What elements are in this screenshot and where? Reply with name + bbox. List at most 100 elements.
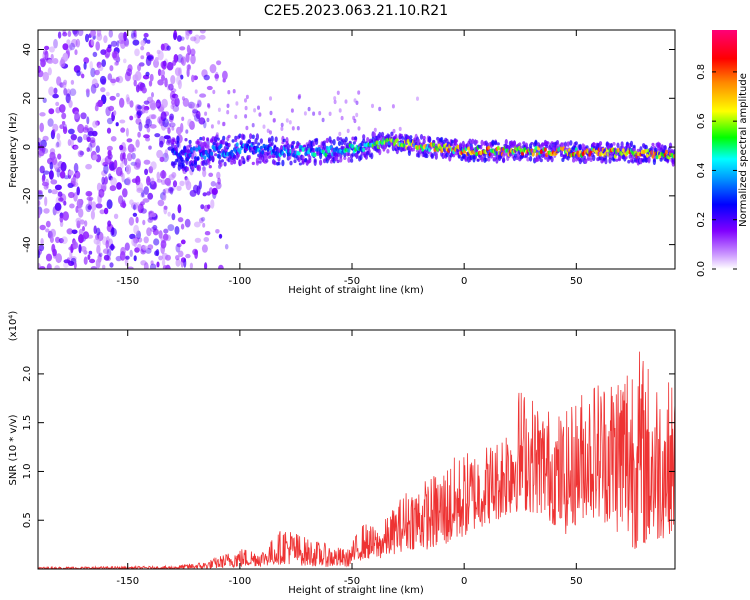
heatmap-cell <box>67 182 74 188</box>
heatmap-cell <box>647 157 651 164</box>
heatmap-cell <box>57 191 63 197</box>
heatmap-cell <box>184 218 191 228</box>
heatmap-cell <box>512 140 517 148</box>
heatmap-cell <box>186 44 191 54</box>
heatmap-cell <box>518 142 522 147</box>
heatmap-cell <box>127 266 134 269</box>
heatmap-cell <box>269 96 272 101</box>
heatmap-cell <box>59 124 65 130</box>
heatmap-cell <box>312 148 316 153</box>
heatmap-cell <box>85 190 93 197</box>
heatmap-cell <box>48 170 54 180</box>
heatmap-cell <box>289 160 293 166</box>
heatmap-cell <box>153 238 160 246</box>
heatmap-cell <box>434 152 438 156</box>
heatmap-cell <box>110 227 117 237</box>
heatmap-cell <box>370 152 374 160</box>
heatmap-cell <box>218 233 223 239</box>
heatmap-cell <box>258 160 262 164</box>
heatmap-cell <box>251 161 255 166</box>
heatmap-cell <box>534 145 538 151</box>
heatmap-cell <box>373 127 377 133</box>
heatmap-cell <box>168 187 174 192</box>
heatmap-cell <box>75 205 79 214</box>
heatmap-cell <box>120 246 126 256</box>
heatmap-cell <box>130 32 137 40</box>
heatmap-cell <box>92 154 98 161</box>
heatmap-cell <box>338 131 342 137</box>
heatmap-cell <box>223 161 227 167</box>
heatmap-cell <box>90 210 95 220</box>
heatmap-cell <box>312 141 316 147</box>
heatmap-cell <box>644 144 648 151</box>
heatmap-cell <box>150 260 154 266</box>
heatmap-cell <box>598 141 603 146</box>
heatmap-cell <box>534 140 538 145</box>
heatmap-cell <box>620 141 624 148</box>
heatmap-cell <box>143 100 150 105</box>
heatmap-cell <box>187 64 191 70</box>
heatmap-cell <box>242 134 246 141</box>
heatmap-cell <box>156 178 163 183</box>
heatmap-cell <box>101 59 106 67</box>
heatmap-cell <box>224 243 229 250</box>
heatmap-cell <box>86 116 90 125</box>
snr-y-axis: 0.5 1.0 1.5 2.0 <box>22 366 675 528</box>
heatmap-cell <box>391 104 395 109</box>
heatmap-cell <box>95 234 100 241</box>
heatmap-cell <box>495 151 499 155</box>
heatmap-cell <box>42 71 49 82</box>
heatmap-cell <box>476 158 480 162</box>
heatmap-cell <box>607 145 611 150</box>
heatmap-cell <box>346 128 350 134</box>
heatmap-cell <box>164 177 171 186</box>
heatmap-cell <box>115 76 120 83</box>
heatmap-cell <box>146 227 152 237</box>
heatmap-cell <box>364 154 368 160</box>
heatmap-cell <box>40 238 44 246</box>
heatmap-cell <box>154 133 161 138</box>
heatmap-cell <box>125 164 131 175</box>
heatmap-cell <box>176 75 182 85</box>
heatmap-cell <box>430 153 434 158</box>
heatmap-cell <box>103 207 109 215</box>
heatmap-cell <box>68 191 75 199</box>
heatmap-cell <box>38 248 42 256</box>
heatmap-cell <box>106 145 113 152</box>
heatmap-cell <box>130 161 138 166</box>
heatmap-cell <box>257 105 260 110</box>
heatmap-cell <box>131 238 137 247</box>
heatmap-cell <box>119 144 124 151</box>
heatmap-cell <box>174 67 181 76</box>
heatmap-cell <box>469 154 473 161</box>
heatmap-cell <box>589 157 593 162</box>
heatmap-cell <box>656 148 661 153</box>
heatmap-cell <box>221 121 225 127</box>
heatmap-cell <box>55 253 62 264</box>
heatmap-cell <box>107 220 112 227</box>
heatmap-cell <box>176 185 182 191</box>
heatmap-cell <box>293 159 297 164</box>
heatmap-cell <box>297 157 301 163</box>
heatmap-cell <box>217 120 221 125</box>
heatmap-cell <box>38 200 41 207</box>
heatmap-cell <box>150 177 155 185</box>
heatmap-cell <box>201 136 206 142</box>
heatmap-cell <box>172 59 177 66</box>
heatmap-cell <box>113 213 119 219</box>
heatmap-cell <box>61 112 67 120</box>
heatmap-cell <box>51 128 56 136</box>
heatmap-cell <box>188 30 193 35</box>
heatmap-cell <box>137 64 142 72</box>
heatmap-cell <box>124 178 131 186</box>
heatmap-cell <box>578 144 582 151</box>
heatmap-cell <box>216 137 220 141</box>
x-tick-label: 50 <box>570 276 583 287</box>
heatmap-cell <box>188 144 192 148</box>
heatmap-cell <box>47 67 52 76</box>
heatmap-cell <box>92 120 98 128</box>
heatmap-cell <box>50 129 56 140</box>
heatmap-cell <box>97 64 104 72</box>
heatmap-cell <box>135 216 139 224</box>
heatmap-cell <box>496 142 500 146</box>
